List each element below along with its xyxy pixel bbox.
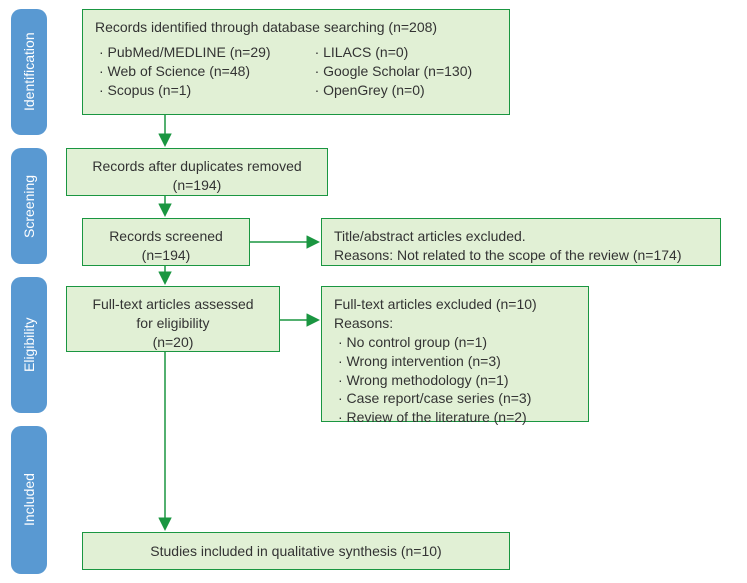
- flow-arrows: [0, 0, 747, 583]
